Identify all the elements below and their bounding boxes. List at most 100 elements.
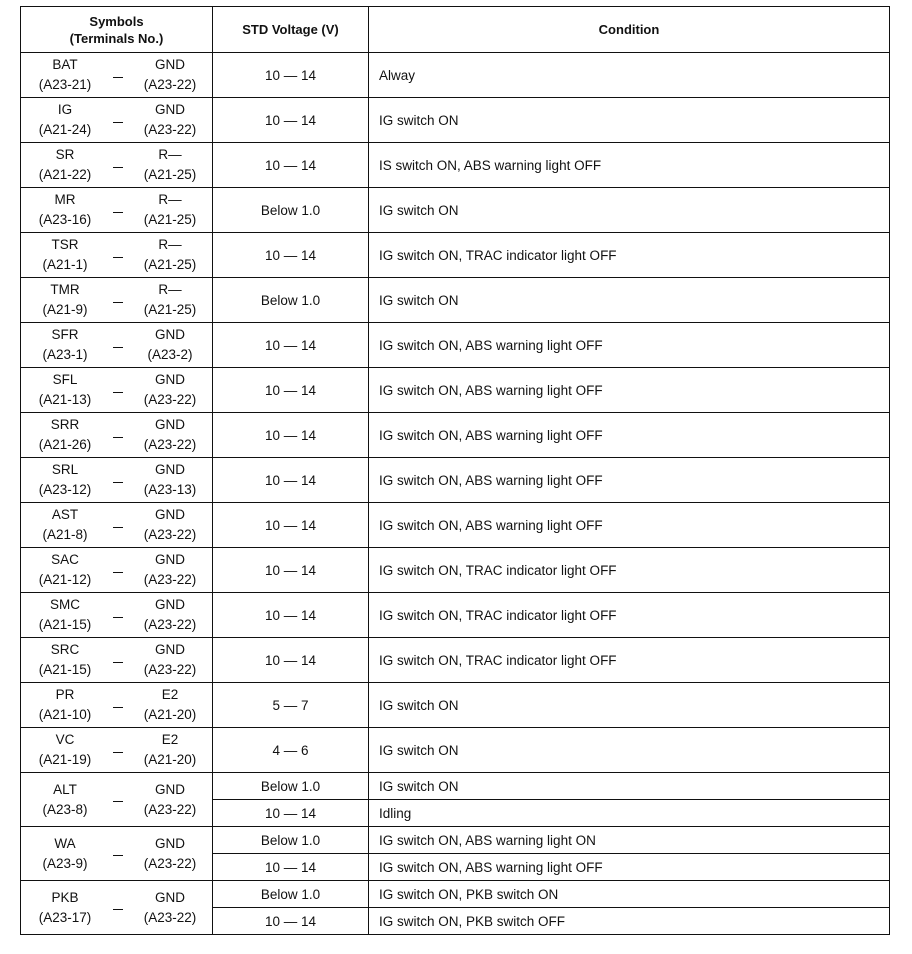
terminal-number: (A21-19) (38, 752, 92, 767)
table-row: PKB (A23-17) GND (A23-22) Below 1.0 IG switch… (20, 880, 890, 935)
table-row: SR (A21-22) R— (A21-25) 10 — 14 IS switch ON,… (20, 142, 890, 188)
terminal-symbol: WA (54, 835, 76, 851)
table-row: IG (A21-24) GND (A23-22) 10 — 14 IG switch ON (20, 97, 890, 143)
dash-separator (112, 751, 123, 753)
std-voltage: 10 — 14 (212, 547, 369, 593)
dash-separator (112, 301, 123, 303)
terminal-number: (A21-25) (143, 212, 197, 227)
terminal-from: BAT (A23-21) (29, 55, 101, 95)
condition: IG switch ON (368, 682, 890, 728)
terminal-number: (A21-10) (38, 707, 92, 722)
terminal-from: SFL (A21-13) (29, 370, 101, 410)
terminal-number: (A21-25) (143, 302, 197, 317)
terminal-from: TMR (A21-9) (29, 280, 101, 320)
terminal-pair-cell: VC (A21-19) E2 (A21-20) (20, 727, 213, 773)
condition: IG switch ON, TRAC indicator light OFF (368, 637, 890, 683)
std-voltage: 10 — 14 (212, 232, 369, 278)
terminal-number: (A23-22) (143, 77, 197, 92)
terminal-pair: SRL (A23-12) GND (A23-13) (21, 460, 212, 500)
table-row: BAT (A23-21) GND (A23-22) 10 — 14 Alway (20, 52, 890, 98)
dash-separator (112, 166, 123, 168)
dash-separator (112, 801, 123, 802)
std-voltage: 10 — 14 (212, 853, 369, 881)
terminal-symbol: PKB (51, 889, 79, 905)
std-voltage: 10 — 14 (212, 907, 369, 935)
terminal-pair: SAC (A21-12) GND (A23-22) (21, 550, 212, 590)
terminal-pair-cell: BAT (A23-21) GND (A23-22) (20, 52, 213, 98)
terminal-to: R— (A21-25) (134, 145, 206, 185)
table-row: SFR (A23-1) GND (A23-2) 10 — 14 IG switch ON,… (20, 322, 890, 368)
dash-separator (112, 526, 123, 528)
terminal-from: SMC (A21-15) (29, 595, 101, 635)
terminal-to: GND (A23-22) (134, 550, 206, 590)
terminal-number: (A23-22) (143, 392, 197, 407)
table-row: 10 — 14 Idling (21, 799, 890, 827)
terminal-symbol: R— (158, 192, 182, 207)
std-voltage: 10 — 14 (212, 322, 369, 368)
condition: IG switch ON (368, 277, 890, 323)
terminal-to: GND (A23-22) (134, 505, 206, 545)
terminal-from: SRL (A23-12) (29, 460, 101, 500)
table-body: BAT (A23-21) GND (A23-22) 10 — 14 Alway IG (A21… (20, 52, 890, 935)
condition: IG switch ON, PKB switch ON (368, 880, 890, 908)
terminal-pair-cell: IG (A21-24) GND (A23-22) (20, 97, 213, 143)
terminal-to: GND (A23-2) (134, 325, 206, 365)
terminal-pair-cell: SRR (A21-26) GND (A23-22) (20, 412, 213, 458)
header-terminals-label: (Terminals No.) (69, 30, 164, 46)
terminal-number: (A23-22) (143, 801, 197, 817)
std-voltage: 10 — 14 (212, 637, 369, 683)
terminal-number: (A21-20) (143, 752, 197, 767)
terminal-symbol: GND (155, 597, 185, 612)
terminal-symbol: GND (155, 507, 185, 522)
std-voltage: 5 — 7 (212, 682, 369, 728)
condition: Alway (368, 52, 890, 98)
terminal-pair: SRC (A21-15) GND (A23-22) (21, 640, 212, 680)
dash-separator (112, 211, 123, 213)
terminal-number: (A23-9) (42, 855, 88, 871)
dash-separator (112, 121, 123, 123)
terminal-from: TSR (A21-1) (29, 235, 101, 275)
terminal-pair-cell: AST (A21-8) GND (A23-22) (20, 502, 213, 548)
terminal-number: (A23-16) (38, 212, 92, 227)
table-row: TMR (A21-9) R— (A21-25) Below 1.0 IG switch O… (20, 277, 890, 323)
terminal-pair: SR (A21-22) R— (A21-25) (21, 145, 212, 185)
header-symbols-label: Symbols (89, 13, 144, 29)
std-voltage: 10 — 14 (212, 412, 369, 458)
terminal-symbol: SAC (51, 552, 79, 567)
terminal-pair: TSR (A21-1) R— (A21-25) (21, 235, 212, 275)
terminal-symbol: SFL (52, 372, 78, 387)
terminal-pair: WA (A23-9) GND (A23-22) (21, 834, 212, 874)
terminal-pair: ALT (A23-8) GND (A23-22) (21, 780, 212, 820)
table-row: SMC (A21-15) GND (A23-22) 10 — 14 IG switch O… (20, 592, 890, 638)
dash-separator (112, 616, 123, 618)
terminal-pair: VC (A21-19) E2 (A21-20) (21, 730, 212, 770)
condition: IG switch ON, ABS warning light OFF (368, 322, 890, 368)
terminal-from: SR (A21-22) (29, 145, 101, 185)
std-voltage: 10 — 14 (212, 367, 369, 413)
dash-separator (112, 706, 123, 708)
terminal-symbol: TMR (50, 282, 80, 297)
condition: Idling (368, 799, 890, 827)
terminal-number: (A21-22) (38, 167, 92, 182)
terminal-symbol: R— (158, 282, 182, 297)
table-row: 10 — 14 IG switch ON, ABS warning light O… (21, 853, 890, 881)
condition: IG switch ON, ABS warning light OFF (368, 853, 890, 881)
terminal-symbol: PR (55, 687, 75, 702)
terminal-pair: PR (A21-10) E2 (A21-20) (21, 685, 212, 725)
dash-separator (112, 661, 123, 663)
table-row: VC (A21-19) E2 (A21-20) 4 — 6 IG switch ON (20, 727, 890, 773)
terminal-to: R— (A21-25) (134, 190, 206, 230)
dash-separator (112, 346, 123, 348)
condition: IG switch ON (368, 772, 890, 800)
terminal-from: PKB (A23-17) (29, 888, 101, 928)
terminal-from: IG (A21-24) (29, 100, 101, 140)
terminal-symbol: AST (51, 507, 79, 522)
terminal-number: (A23-22) (143, 122, 197, 137)
terminal-from: SAC (A21-12) (29, 550, 101, 590)
terminal-pair-cell: ALT (A23-8) GND (A23-22) (20, 772, 213, 827)
std-voltage: Below 1.0 (212, 187, 369, 233)
terminal-number: (A23-22) (143, 527, 197, 542)
terminal-from: AST (A21-8) (29, 505, 101, 545)
terminal-pair-cell: SMC (A21-15) GND (A23-22) (20, 592, 213, 638)
terminal-symbol: GND (155, 889, 185, 905)
